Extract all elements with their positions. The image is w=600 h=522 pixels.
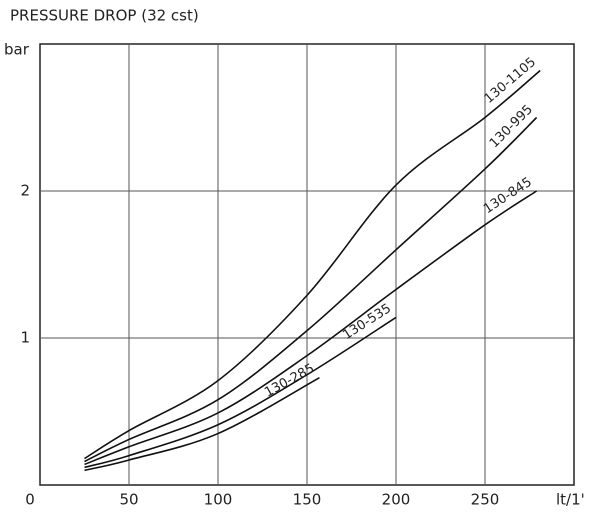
series-line [84, 190, 538, 466]
series-line [84, 69, 541, 460]
series-line [84, 116, 538, 463]
x-tick-label: 100 [204, 491, 233, 509]
x-tick-label: 250 [471, 491, 500, 509]
chart-title: PRESSURE DROP (32 cst) [10, 7, 199, 25]
legend-label: 130-845 [481, 175, 535, 217]
y-tick-label: 1 [20, 329, 30, 347]
y-axis-label: bar [4, 41, 30, 59]
y-tick-label: 2 [20, 182, 30, 200]
x-tick-label: 150 [293, 491, 322, 509]
legend-label: 130-1105 [482, 55, 539, 107]
series-line [84, 316, 397, 469]
x-tick-label: 0 [25, 491, 35, 509]
x-tick-label: 50 [119, 491, 138, 509]
series-line [84, 376, 320, 472]
x-tick-label: 200 [382, 491, 411, 509]
x-axis-label: lt/1' [556, 491, 585, 509]
